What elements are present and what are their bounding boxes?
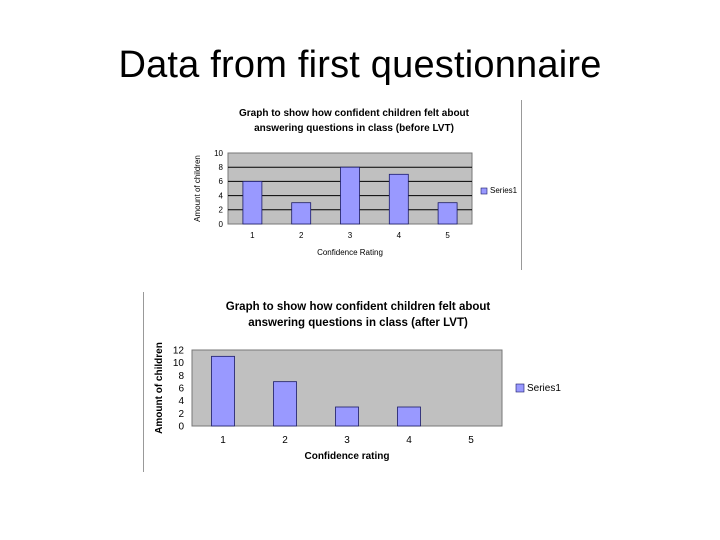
y-tick-label: 0	[178, 422, 184, 433]
legend-label: Series1	[490, 186, 518, 195]
y-axis-label: Amount of children	[154, 342, 165, 434]
y-tick-label: 4	[219, 191, 224, 200]
y-tick-label: 4	[178, 396, 184, 407]
x-tick-label: 2	[299, 231, 304, 240]
bar	[335, 406, 359, 427]
x-axis-label: Confidence Rating	[317, 248, 383, 257]
legend-swatch	[480, 187, 488, 195]
y-tick-label: 2	[219, 206, 224, 215]
chart-title-line: Graph to show how confident children fel…	[239, 108, 470, 119]
x-tick-label: 1	[250, 231, 255, 240]
bar	[291, 202, 312, 225]
x-tick-label: 4	[397, 231, 402, 240]
y-tick-label: 6	[178, 384, 184, 395]
y-tick-label: 10	[214, 149, 223, 158]
bar	[437, 202, 458, 225]
chart-title-line: Graph to show how confident children fel…	[226, 301, 491, 313]
chart-1-border-line	[521, 100, 522, 270]
bar	[211, 355, 235, 427]
chart-2-border-line	[143, 292, 144, 472]
bar	[397, 406, 421, 427]
chart-before-svg: Graph to show how confident children fel…	[193, 108, 518, 257]
chart-after-svg: Graph to show how confident children fel…	[154, 301, 561, 462]
x-tick-label: 2	[282, 435, 288, 446]
y-axis-label: Amount of children	[193, 155, 202, 222]
y-tick-label: 0	[219, 220, 224, 229]
x-tick-label: 3	[344, 435, 350, 446]
chart-title-line: answering questions in class (after LVT)	[248, 317, 468, 329]
x-tick-label: 1	[220, 435, 226, 446]
x-tick-label: 3	[348, 231, 353, 240]
bar	[340, 166, 360, 225]
bar	[273, 381, 297, 427]
x-tick-label: 4	[406, 435, 412, 446]
y-tick-label: 8	[219, 163, 224, 172]
bar	[242, 181, 263, 225]
x-axis-label: Confidence rating	[304, 451, 389, 462]
chart-before-lvt: Graph to show how confident children fel…	[190, 100, 520, 270]
legend-swatch	[515, 383, 525, 393]
x-tick-label: 5	[445, 231, 450, 240]
y-tick-label: 2	[178, 409, 184, 420]
slide-title: Data from first questionnaire	[118, 44, 602, 86]
chart-after-lvt: Graph to show how confident children fel…	[150, 292, 580, 472]
legend-label: Series1	[527, 383, 561, 394]
y-tick-label: 10	[173, 358, 185, 369]
chart-title-line: answering questions in class (before LVT…	[254, 123, 454, 134]
y-tick-label: 12	[173, 346, 185, 357]
y-tick-label: 8	[178, 371, 184, 382]
y-tick-label: 6	[219, 177, 224, 186]
x-tick-label: 5	[468, 435, 474, 446]
bar	[388, 173, 409, 225]
